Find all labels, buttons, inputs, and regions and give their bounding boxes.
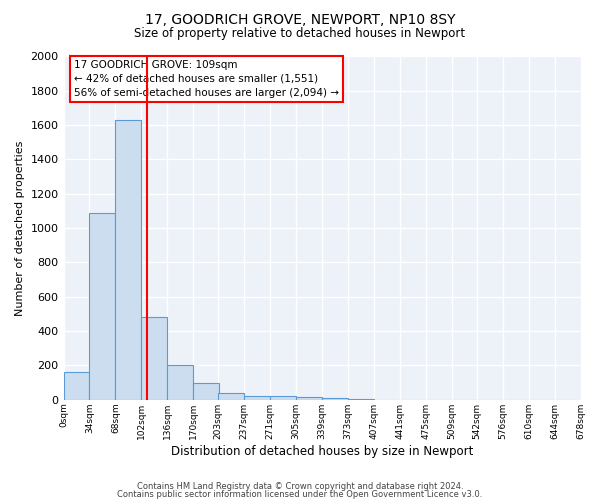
Bar <box>89 212 115 400</box>
Text: Size of property relative to detached houses in Newport: Size of property relative to detached ho… <box>134 28 466 40</box>
Text: Contains HM Land Registry data © Crown copyright and database right 2024.: Contains HM Land Registry data © Crown c… <box>137 482 463 491</box>
X-axis label: Distribution of detached houses by size in Newport: Distribution of detached houses by size … <box>171 444 473 458</box>
Bar <box>270 396 296 400</box>
Bar <box>142 318 167 400</box>
Bar <box>193 382 219 400</box>
Bar <box>296 397 322 400</box>
Text: Contains public sector information licensed under the Open Government Licence v3: Contains public sector information licen… <box>118 490 482 499</box>
Text: 17, GOODRICH GROVE, NEWPORT, NP10 8SY: 17, GOODRICH GROVE, NEWPORT, NP10 8SY <box>145 12 455 26</box>
Text: 17 GOODRICH GROVE: 109sqm
← 42% of detached houses are smaller (1,551)
56% of se: 17 GOODRICH GROVE: 109sqm ← 42% of detac… <box>74 60 339 98</box>
Bar <box>322 398 348 400</box>
Bar <box>167 366 193 400</box>
Bar <box>115 120 142 400</box>
Bar <box>64 372 89 400</box>
Y-axis label: Number of detached properties: Number of detached properties <box>15 140 25 316</box>
Bar <box>218 393 244 400</box>
Bar <box>244 396 270 400</box>
Bar <box>348 399 374 400</box>
